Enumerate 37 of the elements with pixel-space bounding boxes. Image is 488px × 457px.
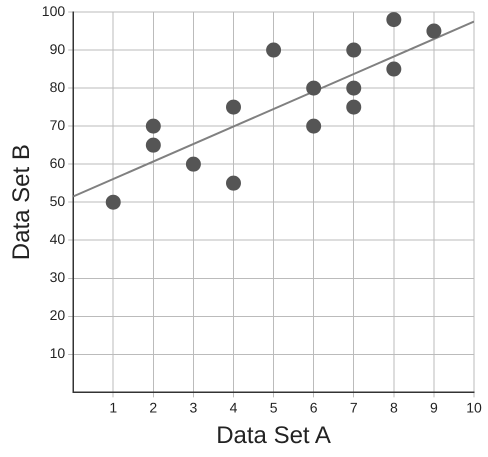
point xyxy=(386,12,402,28)
point xyxy=(306,80,322,96)
x-tick-label: 2 xyxy=(149,400,158,416)
y-tick-label: 70 xyxy=(50,116,66,133)
x-tick-label: 7 xyxy=(350,400,358,416)
point xyxy=(346,80,362,96)
x-axis-title: Data Set A xyxy=(216,422,331,450)
point xyxy=(426,24,442,39)
point xyxy=(146,138,161,153)
point xyxy=(346,100,362,115)
x-tick-label: 10 xyxy=(466,400,482,416)
y-tick-label: 60 xyxy=(50,155,66,172)
x-tick-label: 8 xyxy=(390,400,398,416)
point xyxy=(226,100,241,115)
y-tick-label: 30 xyxy=(50,269,66,286)
y-tick-label: 90 xyxy=(50,40,66,57)
y-tick-label: 50 xyxy=(50,193,66,210)
y-tick-label: 10 xyxy=(50,345,66,362)
point xyxy=(346,42,362,58)
point xyxy=(146,118,161,134)
x-tick-label: 5 xyxy=(270,400,278,416)
point xyxy=(266,42,282,58)
point xyxy=(186,156,201,172)
y-axis-title: Data Set B xyxy=(8,144,36,260)
y-tick-label: 80 xyxy=(50,78,66,95)
x-tick-label: 3 xyxy=(190,400,198,416)
x-tick-label: 9 xyxy=(430,400,438,416)
x-tick-label: 6 xyxy=(310,400,318,416)
x-tick-label: 4 xyxy=(230,400,238,416)
point xyxy=(386,62,402,77)
x-tick-label: 1 xyxy=(109,400,118,416)
y-tick-label: 40 xyxy=(50,231,66,248)
point xyxy=(306,118,322,134)
point xyxy=(106,194,121,210)
y-tick-label: 100 xyxy=(42,2,66,19)
point xyxy=(226,176,241,191)
y-tick-label: 20 xyxy=(50,307,66,324)
